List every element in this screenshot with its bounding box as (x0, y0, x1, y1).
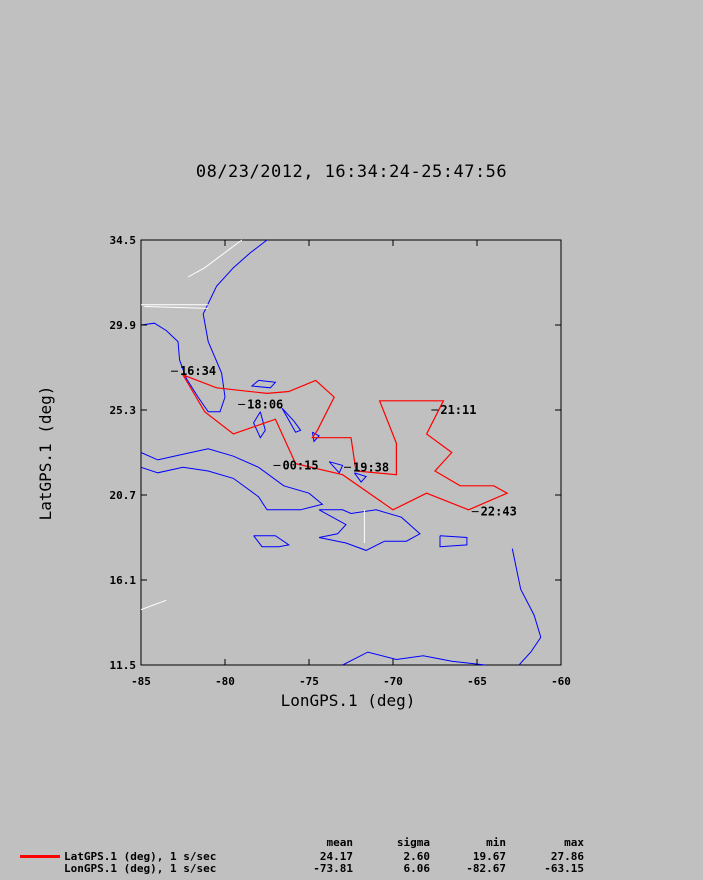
coastline (318, 509, 421, 551)
y-tick-label: 29.9 (110, 319, 137, 332)
x-tick-label: -65 (467, 675, 487, 688)
border-line (187, 239, 243, 278)
x-axis-label: LonGPS.1 (deg) (281, 691, 416, 710)
y-tick-label: 25.3 (110, 404, 137, 417)
time-labels: 16:34 18:06 21:11 00:15 19:38 22:43 (170, 364, 517, 519)
coastline (140, 448, 324, 511)
y-tick-label: 20.7 (110, 489, 137, 502)
stats-row-lat: LatGPS.1 (deg), 1 s/sec 24.17 2.60 19.67… (0, 850, 703, 863)
coastline (253, 535, 291, 548)
time-label: 22:43 (481, 505, 517, 519)
coastline (342, 651, 486, 666)
time-label: 19:38 (353, 460, 389, 474)
stat-min: -82.67 (466, 862, 506, 875)
series-label: LonGPS.1 (deg), 1 s/sec (64, 862, 217, 875)
coastline (353, 472, 367, 483)
stats-row-lon: LonGPS.1 (deg), 1 s/sec -73.81 6.06 -82.… (0, 862, 703, 875)
y-tick-label: 11.5 (110, 659, 137, 672)
y-tick-label: 16.1 (110, 574, 137, 587)
flight-track (182, 374, 509, 511)
header-mean: mean (326, 836, 354, 849)
coastline (281, 407, 302, 433)
stat-mean: 24.17 (319, 850, 353, 863)
y-tick-label: 34.5 (110, 234, 137, 247)
legend-swatch (20, 855, 60, 858)
header-sigma: sigma (396, 836, 430, 849)
axis-ticks: -85 -80 -75 -70 -65 -60 34.5 29.9 25.3 20.7 16.1 11… (110, 234, 571, 688)
time-label: 21:11 (440, 403, 476, 417)
coastline (328, 461, 344, 474)
x-tick-label: -85 (131, 675, 151, 688)
track-line (182, 374, 509, 511)
border-line (144, 306, 209, 309)
x-tick-label: -80 (215, 675, 235, 688)
chart-title: 08/23/2012, 16:34:24-25:47:56 (195, 162, 508, 182)
time-label: 00:15 (282, 458, 318, 472)
coastline (250, 379, 277, 389)
x-tick-label: -75 (299, 675, 319, 688)
time-label: 16:34 (180, 364, 216, 378)
coastline (253, 411, 266, 439)
coastline (140, 239, 268, 413)
coastline (511, 548, 542, 666)
stat-sigma: 2.60 (403, 850, 431, 863)
time-label: 18:06 (247, 397, 283, 411)
stat-mean: -73.81 (313, 862, 353, 875)
x-tick-label: -60 (551, 675, 571, 688)
header-min: min (486, 836, 506, 849)
plot-frame (140, 239, 562, 666)
map-plot: 16:34 18:06 21:11 00:15 19:38 22:43 -85 -80 -75… (36, 234, 571, 710)
stat-min: 19.67 (472, 850, 506, 863)
stat-max: -63.15 (544, 862, 584, 875)
stats-header: mean sigma min max (0, 836, 703, 849)
series-label: LatGPS.1 (deg), 1 s/sec (64, 850, 217, 863)
stat-max: 27.86 (550, 850, 584, 863)
y-axis-label: LatGPS.1 (deg) (36, 386, 55, 521)
border-line (140, 599, 167, 611)
stat-sigma: 6.06 (403, 862, 431, 875)
header-max: max (564, 836, 584, 849)
coastlines (140, 239, 542, 666)
coastline (439, 535, 468, 548)
x-tick-label: -70 (383, 675, 403, 688)
